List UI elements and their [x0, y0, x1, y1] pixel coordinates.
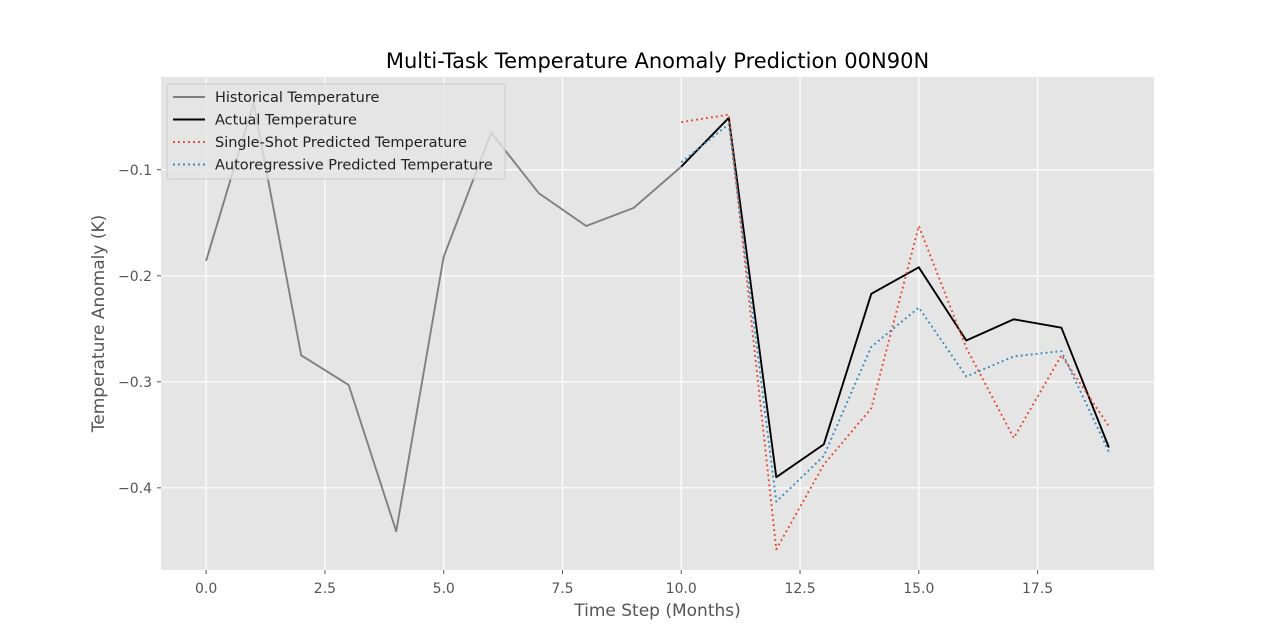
x-tick-label: 7.5 — [551, 581, 573, 597]
series-line-1 — [205, 102, 682, 533]
x-tick-label: 0.0 — [195, 581, 217, 597]
x-tick-label: 12.5 — [784, 581, 815, 597]
x-tick-label: 17.5 — [1022, 581, 1053, 597]
x-tick-label: 15.0 — [903, 581, 934, 597]
legend-box — [166, 83, 506, 180]
y-tick-label: −0.1 — [118, 163, 152, 179]
y-tick-label: −0.3 — [118, 375, 152, 391]
series-line-3 — [681, 113, 1110, 551]
series-lines — [205, 102, 1110, 551]
x-tick-label: 10.0 — [666, 581, 697, 597]
legend-label-3: Single-Shot Predicted Temperature — [215, 135, 467, 151]
y-tick-label: −0.4 — [118, 481, 152, 497]
chart-title: Multi-Task Temperature Anomaly Predictio… — [386, 49, 929, 73]
legend-label-2: Actual Temperature — [215, 113, 357, 129]
legend-label-4: Autoregressive Predicted Temperature — [215, 158, 493, 174]
x-tick-label: 5.0 — [433, 581, 455, 597]
series-line-2 — [680, 116, 1110, 479]
tick-labels: 0.0 2.5 5.0 7.5 10.0 12.5 15.0 17.5 −0.1 −0.2 −0.3… — [118, 163, 1053, 597]
legend-label-1: Historical Temperature — [215, 90, 379, 106]
series-line-4 — [680, 123, 1110, 503]
x-axis-label: Time Step (Months) — [573, 601, 741, 621]
y-axis-label: Temperature Anomaly (K) — [89, 215, 109, 433]
legend: Historical Temperature Actual Temperature… — [166, 83, 506, 180]
y-tick-label: −0.2 — [118, 269, 152, 285]
x-tick-label: 2.5 — [314, 581, 336, 597]
